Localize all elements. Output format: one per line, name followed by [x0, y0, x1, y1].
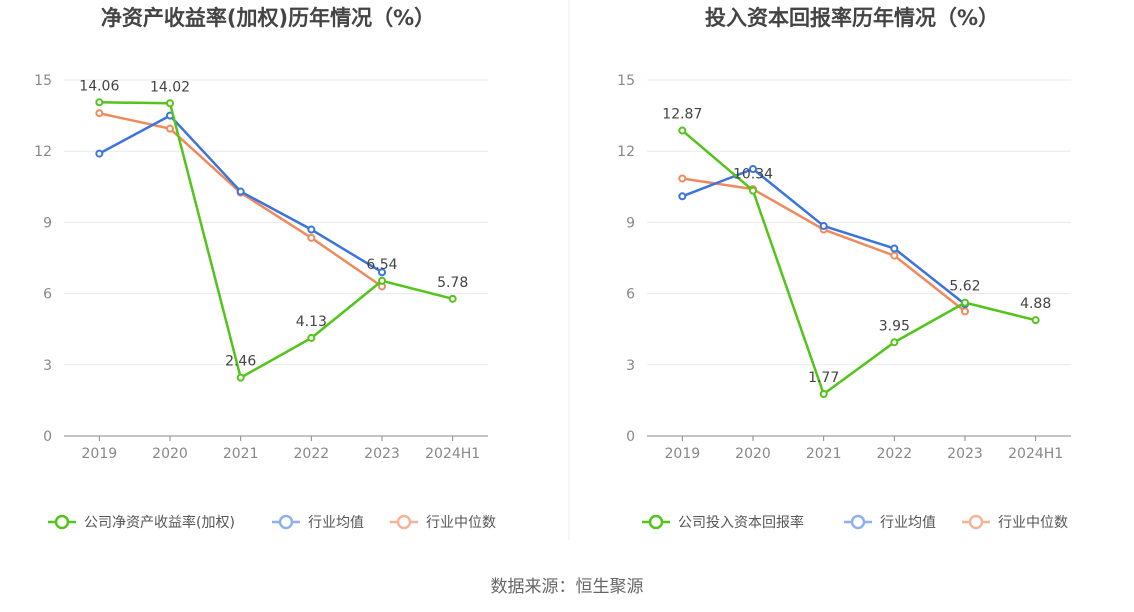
y-tick-label: 6: [43, 287, 52, 303]
legend-item: 行业中位数: [390, 514, 496, 531]
x-tick-label: 2021: [806, 446, 842, 462]
data-point: [307, 333, 316, 342]
y-tick-label: 15: [34, 73, 52, 89]
y-tick-label: 0: [43, 429, 52, 445]
data-point: [749, 165, 757, 173]
data-point: [890, 338, 899, 347]
chart-2: 投入资本回报率历年情况（%） 0 3 6 9 12 15 2019 2020 2021 2022 20…: [617, 6, 1071, 531]
legend-marker: [396, 514, 412, 530]
data-point: [236, 187, 245, 196]
y-tick-label: 3: [43, 358, 52, 374]
data-point: [307, 233, 316, 242]
data-label: 3.95: [879, 318, 910, 334]
x-tick-label: 2019: [82, 446, 118, 462]
legend-item: 公司净资产收益率(加权): [48, 514, 235, 531]
series-line: [99, 112, 383, 288]
legend-item: 行业均值: [844, 514, 936, 531]
data-label: 12.87: [662, 107, 702, 123]
data-label: 14.06: [79, 78, 119, 94]
x-tick-label: 2020: [735, 446, 771, 462]
y-tick-label: 6: [626, 287, 635, 303]
x-tick-label: 2022: [877, 446, 913, 462]
data-point: [166, 124, 174, 133]
series-line: [682, 177, 966, 313]
x-tick-label: 2023: [947, 446, 983, 462]
y-tick-label: 9: [43, 215, 52, 231]
chart-1: 净资产收益率(加权)历年情况（%） 0 3 6 9 12 15 2019 2020 2021 202…: [34, 6, 496, 531]
x-tick-label: 2023: [364, 446, 400, 462]
data-point: [95, 98, 104, 107]
series-line: [681, 129, 1036, 396]
data-point: [890, 251, 899, 260]
data-point: [961, 298, 969, 307]
data-point: [95, 149, 104, 158]
x-tick-label: 2024H1: [1008, 446, 1063, 462]
legend-marker: [968, 514, 984, 530]
legend-label: 行业均值: [880, 515, 936, 531]
legend-marker: [648, 514, 664, 530]
x-tick-label: 2024H1: [425, 446, 480, 462]
legend-item: 行业中位数: [962, 514, 1068, 531]
legend-marker: [850, 514, 866, 530]
data-point: [166, 99, 174, 108]
data-label: 2.46: [225, 354, 256, 370]
data-label: 4.88: [1020, 296, 1051, 312]
legend-label: 公司投入资本回报率: [678, 514, 804, 531]
data-point: [307, 225, 316, 234]
chart-title: 净资产收益率(加权)历年情况（%）: [101, 6, 435, 30]
data-point: [819, 389, 828, 398]
data-point: [236, 373, 245, 382]
legend-item: 公司投入资本回报率: [642, 514, 804, 531]
data-point: [678, 192, 687, 201]
data-point: [961, 307, 969, 316]
data-point: [1031, 316, 1040, 325]
data-point: [448, 294, 457, 303]
chart-title: 投入资本回报率历年情况（%）: [705, 6, 999, 30]
data-label: 10.34: [733, 167, 773, 183]
data-label: 5.78: [437, 275, 468, 291]
y-tick-label: 12: [617, 144, 635, 160]
x-tick-label: 2021: [223, 446, 259, 462]
data-label: 6.54: [366, 257, 397, 273]
y-tick-label: 9: [626, 215, 635, 231]
legend-marker: [278, 514, 294, 530]
legend-marker: [54, 514, 70, 530]
legend-item: 行业均值: [272, 514, 364, 531]
data-point: [95, 109, 104, 118]
data-point: [378, 276, 386, 285]
x-tick-label: 2019: [665, 446, 701, 462]
y-tick-label: 12: [34, 144, 52, 160]
data-point: [678, 126, 687, 135]
legend-label: 行业中位数: [426, 515, 496, 531]
y-tick-label: 0: [626, 429, 635, 445]
data-label: 5.62: [949, 279, 980, 295]
source-text: 数据来源：恒生聚源: [491, 577, 644, 597]
y-tick-label: 15: [617, 73, 635, 89]
y-tick-label: 3: [626, 358, 635, 374]
data-label: 4.13: [296, 314, 327, 330]
data-point: [890, 244, 899, 253]
series-line: [681, 167, 966, 306]
legend-label: 公司净资产收益率(加权): [84, 514, 235, 531]
data-point: [678, 174, 687, 183]
data-point: [378, 268, 386, 277]
x-tick-label: 2020: [152, 446, 188, 462]
legend-label: 行业均值: [308, 515, 364, 531]
data-label: 1.77: [808, 370, 839, 386]
legend-label: 行业中位数: [998, 515, 1068, 531]
data-label: 14.02: [150, 79, 190, 95]
data-point: [819, 221, 828, 230]
data-point: [749, 186, 757, 195]
series-line: [99, 101, 453, 379]
x-tick-label: 2022: [294, 446, 330, 462]
